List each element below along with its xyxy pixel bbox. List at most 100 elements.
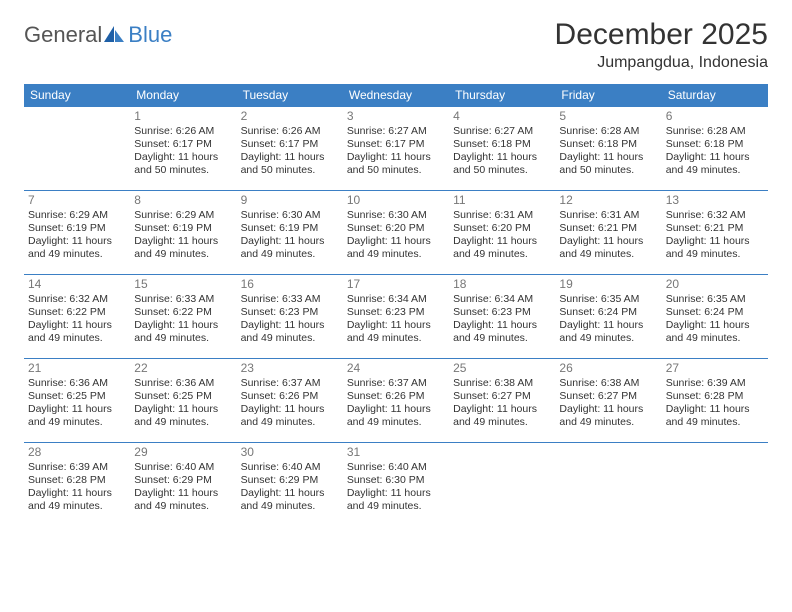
sunrise-line: Sunrise: 6:35 AM: [666, 293, 764, 306]
calendar-cell: 17Sunrise: 6:34 AMSunset: 6:23 PMDayligh…: [343, 275, 449, 359]
daylight-line: Daylight: 11 hours and 49 minutes.: [134, 235, 232, 261]
sunset-line: Sunset: 6:24 PM: [559, 306, 657, 319]
calendar-week: 14Sunrise: 6:32 AMSunset: 6:22 PMDayligh…: [24, 275, 768, 359]
daylight-line: Daylight: 11 hours and 49 minutes.: [453, 403, 551, 429]
daylight-line: Daylight: 11 hours and 49 minutes.: [666, 319, 764, 345]
calendar-cell: 3Sunrise: 6:27 AMSunset: 6:17 PMDaylight…: [343, 107, 449, 191]
daylight-line: Daylight: 11 hours and 49 minutes.: [347, 235, 445, 261]
daylight-line: Daylight: 11 hours and 49 minutes.: [666, 403, 764, 429]
sunset-line: Sunset: 6:23 PM: [241, 306, 339, 319]
day-number: 3: [347, 109, 445, 124]
sunset-line: Sunset: 6:19 PM: [28, 222, 126, 235]
day-number: 1: [134, 109, 232, 124]
calendar-table: Sunday Monday Tuesday Wednesday Thursday…: [24, 84, 768, 527]
day-number: 6: [666, 109, 764, 124]
calendar-cell: 11Sunrise: 6:31 AMSunset: 6:20 PMDayligh…: [449, 191, 555, 275]
calendar-cell: [449, 443, 555, 527]
sunset-line: Sunset: 6:28 PM: [666, 390, 764, 403]
day-number: 30: [241, 445, 339, 460]
day-header: Monday: [130, 84, 236, 107]
day-number: 13: [666, 193, 764, 208]
sunset-line: Sunset: 6:27 PM: [559, 390, 657, 403]
calendar-cell: 9Sunrise: 6:30 AMSunset: 6:19 PMDaylight…: [237, 191, 343, 275]
daylight-line: Daylight: 11 hours and 50 minutes.: [241, 151, 339, 177]
sunrise-line: Sunrise: 6:32 AM: [666, 209, 764, 222]
calendar-cell: 19Sunrise: 6:35 AMSunset: 6:24 PMDayligh…: [555, 275, 661, 359]
calendar-cell: 15Sunrise: 6:33 AMSunset: 6:22 PMDayligh…: [130, 275, 236, 359]
day-number: 25: [453, 361, 551, 376]
sunset-line: Sunset: 6:27 PM: [453, 390, 551, 403]
sunset-line: Sunset: 6:19 PM: [241, 222, 339, 235]
sunrise-line: Sunrise: 6:40 AM: [134, 461, 232, 474]
calendar-cell: 2Sunrise: 6:26 AMSunset: 6:17 PMDaylight…: [237, 107, 343, 191]
calendar-cell: 4Sunrise: 6:27 AMSunset: 6:18 PMDaylight…: [449, 107, 555, 191]
daylight-line: Daylight: 11 hours and 49 minutes.: [28, 487, 126, 513]
daylight-line: Daylight: 11 hours and 49 minutes.: [134, 319, 232, 345]
day-header-row: Sunday Monday Tuesday Wednesday Thursday…: [24, 84, 768, 107]
calendar-cell: 27Sunrise: 6:39 AMSunset: 6:28 PMDayligh…: [662, 359, 768, 443]
sunset-line: Sunset: 6:18 PM: [559, 138, 657, 151]
calendar-cell: 23Sunrise: 6:37 AMSunset: 6:26 PMDayligh…: [237, 359, 343, 443]
logo-sail-icon: [104, 26, 126, 44]
day-number: 9: [241, 193, 339, 208]
logo-general: General: [24, 22, 102, 47]
day-number: 12: [559, 193, 657, 208]
month-title: December 2025: [555, 18, 768, 52]
day-number: 8: [134, 193, 232, 208]
day-header: Saturday: [662, 84, 768, 107]
sunrise-line: Sunrise: 6:38 AM: [559, 377, 657, 390]
day-header: Sunday: [24, 84, 130, 107]
calendar-cell: 30Sunrise: 6:40 AMSunset: 6:29 PMDayligh…: [237, 443, 343, 527]
sunset-line: Sunset: 6:21 PM: [666, 222, 764, 235]
sunset-line: Sunset: 6:29 PM: [134, 474, 232, 487]
header: General Blue December 2025 Jumpangdua, I…: [24, 18, 768, 72]
sunset-line: Sunset: 6:17 PM: [347, 138, 445, 151]
calendar-week: 21Sunrise: 6:36 AMSunset: 6:25 PMDayligh…: [24, 359, 768, 443]
calendar-cell: 28Sunrise: 6:39 AMSunset: 6:28 PMDayligh…: [24, 443, 130, 527]
calendar-week: 1Sunrise: 6:26 AMSunset: 6:17 PMDaylight…: [24, 107, 768, 191]
sunrise-line: Sunrise: 6:34 AM: [453, 293, 551, 306]
day-number: 14: [28, 277, 126, 292]
day-number: 24: [347, 361, 445, 376]
daylight-line: Daylight: 11 hours and 49 minutes.: [453, 319, 551, 345]
daylight-line: Daylight: 11 hours and 49 minutes.: [559, 235, 657, 261]
day-number: 27: [666, 361, 764, 376]
day-number: 26: [559, 361, 657, 376]
sunset-line: Sunset: 6:19 PM: [134, 222, 232, 235]
day-number: 10: [347, 193, 445, 208]
calendar-cell: 6Sunrise: 6:28 AMSunset: 6:18 PMDaylight…: [662, 107, 768, 191]
calendar-cell: 12Sunrise: 6:31 AMSunset: 6:21 PMDayligh…: [555, 191, 661, 275]
daylight-line: Daylight: 11 hours and 50 minutes.: [347, 151, 445, 177]
sunset-line: Sunset: 6:18 PM: [666, 138, 764, 151]
sunset-line: Sunset: 6:24 PM: [666, 306, 764, 319]
sunrise-line: Sunrise: 6:26 AM: [241, 125, 339, 138]
calendar-cell: 8Sunrise: 6:29 AMSunset: 6:19 PMDaylight…: [130, 191, 236, 275]
sunrise-line: Sunrise: 6:36 AM: [134, 377, 232, 390]
calendar-cell: 5Sunrise: 6:28 AMSunset: 6:18 PMDaylight…: [555, 107, 661, 191]
day-number: 18: [453, 277, 551, 292]
sunset-line: Sunset: 6:22 PM: [28, 306, 126, 319]
sunrise-line: Sunrise: 6:36 AM: [28, 377, 126, 390]
sunrise-line: Sunrise: 6:30 AM: [241, 209, 339, 222]
daylight-line: Daylight: 11 hours and 49 minutes.: [666, 151, 764, 177]
daylight-line: Daylight: 11 hours and 49 minutes.: [453, 235, 551, 261]
sunrise-line: Sunrise: 6:27 AM: [347, 125, 445, 138]
sunrise-line: Sunrise: 6:40 AM: [241, 461, 339, 474]
sunrise-line: Sunrise: 6:39 AM: [666, 377, 764, 390]
sunset-line: Sunset: 6:20 PM: [347, 222, 445, 235]
calendar-cell: 10Sunrise: 6:30 AMSunset: 6:20 PMDayligh…: [343, 191, 449, 275]
sunrise-line: Sunrise: 6:30 AM: [347, 209, 445, 222]
day-number: 31: [347, 445, 445, 460]
daylight-line: Daylight: 11 hours and 49 minutes.: [666, 235, 764, 261]
calendar-cell: 26Sunrise: 6:38 AMSunset: 6:27 PMDayligh…: [555, 359, 661, 443]
day-header: Thursday: [449, 84, 555, 107]
daylight-line: Daylight: 11 hours and 49 minutes.: [241, 319, 339, 345]
day-number: 28: [28, 445, 126, 460]
sunrise-line: Sunrise: 6:34 AM: [347, 293, 445, 306]
daylight-line: Daylight: 11 hours and 50 minutes.: [559, 151, 657, 177]
calendar-week: 28Sunrise: 6:39 AMSunset: 6:28 PMDayligh…: [24, 443, 768, 527]
calendar-head: Sunday Monday Tuesday Wednesday Thursday…: [24, 84, 768, 107]
day-number: 5: [559, 109, 657, 124]
sunset-line: Sunset: 6:30 PM: [347, 474, 445, 487]
sunset-line: Sunset: 6:25 PM: [134, 390, 232, 403]
